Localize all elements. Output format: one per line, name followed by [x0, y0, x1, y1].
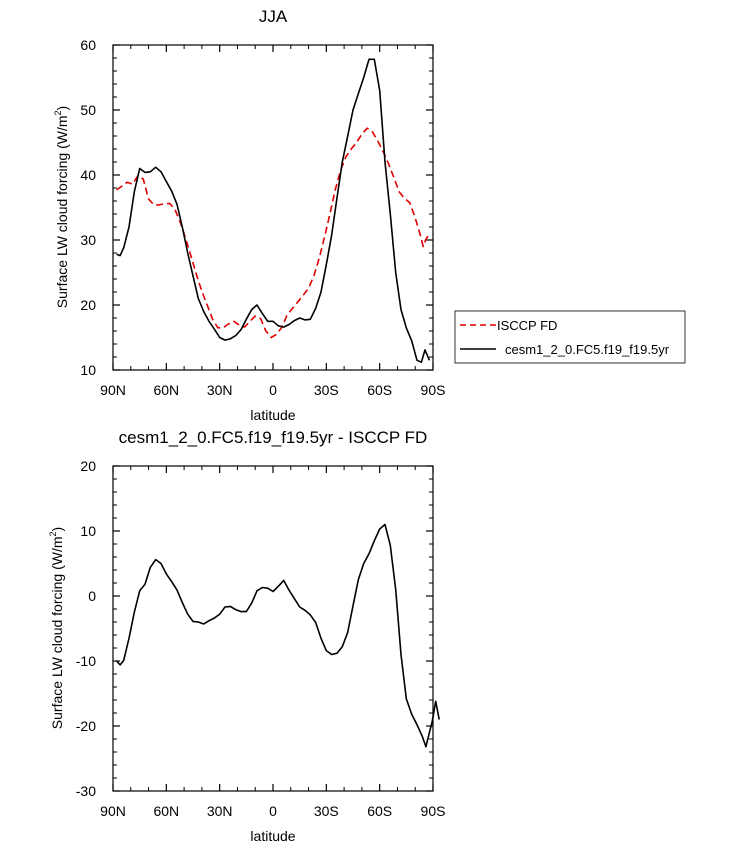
top-x-tick-label: 30S: [314, 382, 339, 398]
bottom-series-lines: [116, 523, 440, 748]
bottom-y-tick-label: 20: [80, 458, 96, 474]
top-y-axis-label: Surface LW cloud forcing (W/m2): [53, 106, 70, 308]
bottom-x-tick-label: 30S: [314, 803, 339, 819]
top-x-tick-label: 90N: [100, 382, 126, 398]
bottom-x-tick-labels: 90N 60N 30N 0 30S 60S 90S: [100, 803, 445, 819]
bottom-y-tick-label: 10: [80, 523, 96, 539]
bottom-x-tick-label: 60N: [153, 803, 179, 819]
bottom-x-tick-label: 90N: [100, 803, 126, 819]
top-panel: JJA 90N 60N 30N 0 30S 60S 90S 10 20 30 40 50 60 lat…: [53, 7, 686, 423]
top-y-tick-labels: 10 20 30 40 50 60: [80, 37, 96, 378]
bottom-x-tick-label: 30N: [207, 803, 233, 819]
bottom-x-axis-label: latitude: [250, 828, 295, 844]
bottom-y-tick-label: -20: [76, 718, 96, 734]
bottom-y-axis-label-sup: 2: [48, 531, 58, 536]
bottom-y-tick-labels: -30 -20 -10 0 10 20: [76, 458, 96, 799]
top-x-tick-label: 90S: [421, 382, 446, 398]
top-x-tick-label: 60S: [367, 382, 392, 398]
top-chart-title: JJA: [259, 7, 288, 26]
bottom-x-tick-label: 60S: [367, 803, 392, 819]
top-series-line-cesm1-2-0-fc5-f19-f19-5yr: [116, 58, 431, 364]
bottom-y-axis-label: Surface LW cloud forcing (W/m2): [48, 527, 65, 729]
top-tick-marks: [112, 44, 434, 371]
top-y-tick-label: 40: [80, 167, 96, 183]
top-x-tick-labels: 90N 60N 30N 0 30S 60S 90S: [100, 382, 445, 398]
bottom-y-axis-label-main: Surface LW cloud forcing (W/m: [49, 537, 65, 730]
legend-label-cesm: cesm1_2_0.FC5.f19_f19.5yr: [505, 342, 670, 357]
top-x-axis-label: latitude: [250, 407, 295, 423]
bottom-y-tick-label: -30: [76, 783, 96, 799]
bottom-x-tick-label: 90S: [421, 803, 446, 819]
bottom-y-tick-label: -10: [76, 653, 96, 669]
bottom-tick-marks: [112, 465, 434, 792]
legend: ISCCP FD cesm1_2_0.FC5.f19_f19.5yr: [454, 310, 686, 364]
top-y-tick-label: 50: [80, 102, 96, 118]
bottom-y-axis-label-close: ): [49, 527, 65, 532]
top-y-axis-label-close: ): [54, 106, 70, 111]
bottom-plot-frame: [112, 465, 434, 792]
legend-label-isccp: ISCCP FD: [497, 318, 557, 333]
bottom-chart-title: cesm1_2_0.FC5.f19_f19.5yr - ISCCP FD: [119, 428, 428, 447]
top-x-tick-label: 0: [269, 382, 277, 398]
bottom-y-tick-label: 0: [88, 588, 96, 604]
top-y-tick-label: 60: [80, 37, 96, 53]
legend-box: [454, 310, 686, 364]
top-x-tick-label: 30N: [207, 382, 233, 398]
top-series-line-isccp-fd: [116, 127, 431, 339]
top-y-axis-label-sup: 2: [53, 110, 63, 115]
top-y-tick-label: 30: [80, 232, 96, 248]
top-x-tick-label: 60N: [153, 382, 179, 398]
bottom-x-tick-label: 0: [269, 803, 277, 819]
top-series-lines: [116, 58, 431, 364]
top-y-tick-label: 20: [80, 297, 96, 313]
top-y-tick-label: 10: [80, 362, 96, 378]
bottom-panel: cesm1_2_0.FC5.f19_f19.5yr - ISCCP FD 90N…: [48, 428, 445, 844]
top-y-axis-label-main: Surface LW cloud forcing (W/m: [54, 116, 70, 309]
bottom-series-line-difference: [116, 523, 440, 748]
